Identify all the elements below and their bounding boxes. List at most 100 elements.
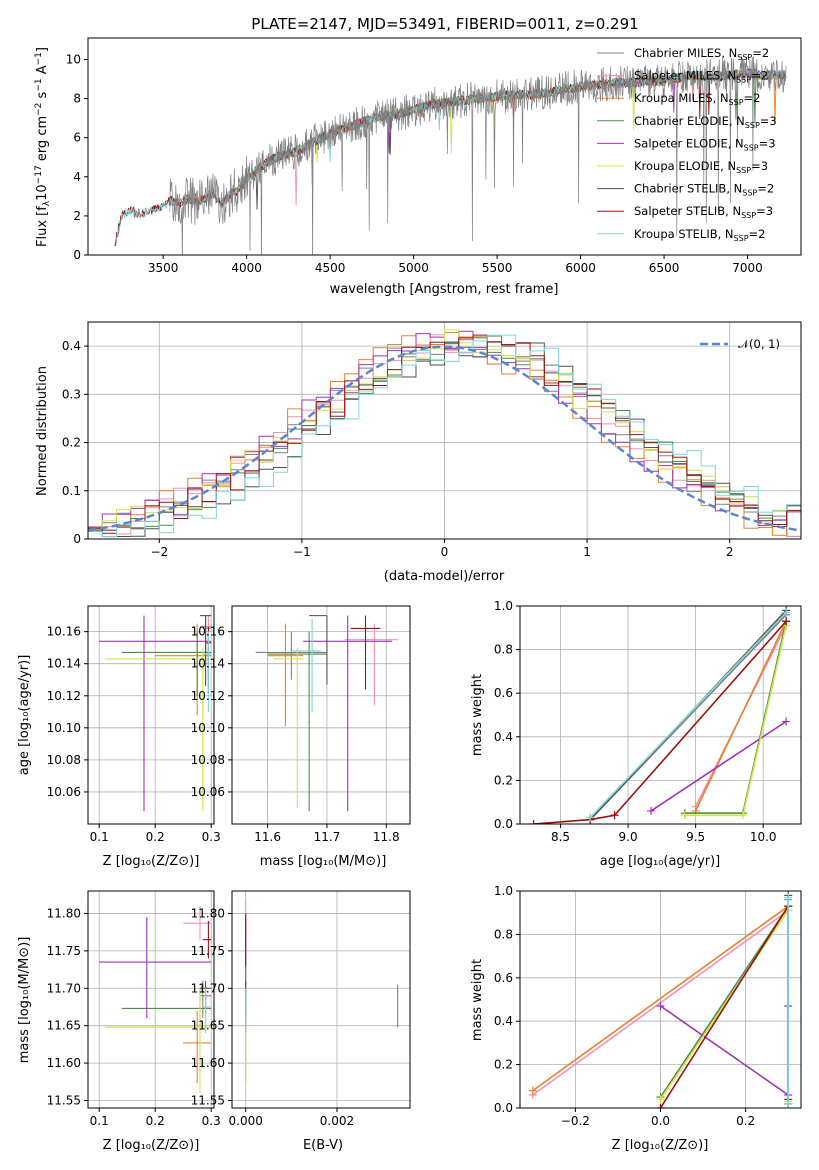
x-tick-label: 0 (441, 545, 449, 559)
weight-line (659, 903, 789, 1108)
panel-mass_weight_vs_Z: −0.2 0.0 0.2 0.0 0.2 0.4 0.6 0.8 1.0 (494, 884, 802, 1128)
x-tick-label: 0.3 (202, 1114, 221, 1128)
legend-entry: Kroupa ELODIE, NSSP=3 (634, 159, 768, 175)
plot-area-residuals (88, 329, 801, 538)
y-tick-label: 4 (73, 170, 81, 184)
weight-marker (782, 608, 791, 617)
errorbar-point (273, 647, 304, 808)
y-tick-label: 11.65 (47, 1019, 81, 1033)
weight-marker (738, 811, 747, 820)
x-tick-label: 6500 (649, 261, 680, 275)
x-axis-label: age [log₁₀(age/yr)] (600, 854, 721, 869)
x-tick-label: 9.5 (686, 830, 705, 844)
y-tick-label: 10.14 (47, 657, 81, 671)
weight-marker (656, 1095, 665, 1104)
errorbar-point (350, 615, 381, 690)
legend-entry: 𝒩(0, 1) (738, 337, 780, 351)
weight-line (684, 621, 787, 814)
y-axis-label: Flux [fλ10−17 erg cm−2 s−1 A−1] (34, 47, 52, 247)
y-tick-label: 11.75 (47, 944, 81, 958)
y-tick-label: 11.60 (191, 1056, 225, 1070)
gaussian-curve (88, 345, 801, 532)
errorbar-point (200, 615, 212, 687)
y-axis-label: age [log₁₀(age/yr)] (17, 655, 32, 776)
x-tick-label: 4000 (231, 261, 262, 275)
errorbar-point (104, 647, 212, 812)
weight-line (533, 620, 787, 824)
y-tick-label: 10.14 (191, 657, 225, 671)
x-tick-label: 5000 (398, 261, 429, 275)
y-tick-label: 10.12 (47, 689, 81, 703)
y-axis-label: mass weight (470, 674, 485, 756)
weight-marker (680, 811, 689, 820)
y-tick-label: 8 (73, 92, 81, 106)
x-tick-label: 8.5 (551, 830, 570, 844)
x-axis-label: wavelength [Angstrom, rest frame] (330, 282, 559, 297)
plot-area-mass_vs_EBV (245, 898, 399, 1094)
axes-frame-age_vs_mass: 11.6 11.7 11.8 10.06 10.08 10.10 10.12 10.14 10.… (191, 605, 411, 844)
axes-frame-mass_vs_Z: 0.1 0.2 0.3 11.55 11.60 11.65 11.70 11.75 11.80 (47, 890, 221, 1128)
y-tick-label: 0 (73, 532, 81, 546)
x-tick-label: 11.7 (314, 830, 341, 844)
legend-entry: Kroupa MILES, NSSP=2 (634, 91, 760, 107)
y-tick-label: 10 (66, 53, 81, 67)
legend-entry: Salpeter ELODIE, NSSP=3 (634, 136, 776, 152)
y-tick-label: 0.6 (494, 971, 513, 985)
x-axis-label: Z [log₁₀(Z/Z⊙)] (103, 1138, 200, 1153)
axes-frame-age_vs_Z: 0.1 0.2 0.3 10.06 10.08 10.10 10.12 10.14 10.16 (47, 605, 221, 844)
errorbar-point (303, 615, 393, 812)
errorbar-point (202, 920, 212, 959)
y-tick-label: 1.0 (494, 599, 513, 613)
y-tick-label: 0.0 (494, 817, 513, 831)
x-tick-label: 0.002 (320, 1114, 354, 1128)
errorbar-point (99, 917, 212, 1019)
y-tick-label: 11.60 (47, 1056, 81, 1070)
weight-line (694, 620, 787, 812)
weight-marker (529, 820, 538, 824)
y-tick-label: 0.4 (494, 730, 513, 744)
weight-marker (656, 1002, 665, 1011)
x-tick-label: 7000 (732, 261, 763, 275)
y-tick-label: 11.55 (47, 1094, 81, 1108)
x-tick-label: 1 (583, 545, 591, 559)
errorbar-point (183, 1010, 212, 1084)
axes-frame-residuals: −2 −1 0 1 2 0 0.1 0.2 0.3 0.4 𝒩(0, 1) (62, 321, 802, 559)
axes-frame-mass_vs_EBV: 0.000 0.002 11.55 11.60 11.65 11.70 11.75 11.80 (191, 890, 411, 1128)
y-axis-label: mass weight (470, 959, 485, 1041)
weight-line (650, 720, 787, 812)
plot-area-age_vs_Z (99, 615, 212, 812)
y-tick-label: 6 (73, 131, 81, 145)
x-tick-label: 2 (726, 545, 734, 559)
y-tick-label: 11.80 (47, 906, 81, 920)
x-tick-label: 11.6 (254, 830, 281, 844)
axes-frame-spectrum: 3500 4000 4500 5000 5500 6000 6500 7000 0 2 4 6 8 10 C… (66, 37, 802, 275)
histogram-step (88, 329, 801, 529)
y-tick-label: 0.4 (62, 339, 81, 353)
y-axis-label: Normed distribution (35, 366, 50, 496)
x-tick-label: 0.1 (90, 1114, 109, 1128)
y-tick-label: 1.0 (494, 884, 513, 898)
weight-line (589, 611, 787, 819)
spectrum-line (169, 55, 787, 255)
errorbar-point (99, 615, 212, 812)
y-tick-label: 10.16 (191, 625, 225, 639)
axes-border (87, 605, 215, 825)
y-tick-label: 10.06 (191, 785, 225, 799)
x-tick-label: 0.000 (229, 1114, 263, 1128)
y-tick-label: 10.12 (191, 689, 225, 703)
legend-entry: Kroupa STELIB, NSSP=2 (634, 227, 765, 243)
x-tick-label: 6000 (565, 261, 596, 275)
errorbar-point (104, 988, 212, 1094)
plot-area-age_vs_mass (255, 615, 399, 812)
figure-title: PLATE=2147, MJD=53491, FIBERID=0011, z=0… (251, 15, 638, 33)
weight-marker (784, 893, 793, 902)
weight-marker (784, 1099, 793, 1108)
weight-line (532, 905, 789, 1092)
y-tick-label: 0.2 (494, 773, 513, 787)
x-tick-label: −2 (150, 545, 168, 559)
y-tick-label: 2 (73, 209, 81, 223)
plot-area-mass_vs_Z (99, 905, 212, 1094)
x-axis-label: mass [log₁₀(M/M⊙)] (260, 854, 387, 869)
y-tick-label: 11.70 (47, 981, 81, 995)
plot-area-mass_weight_vs_Z (528, 891, 793, 1108)
